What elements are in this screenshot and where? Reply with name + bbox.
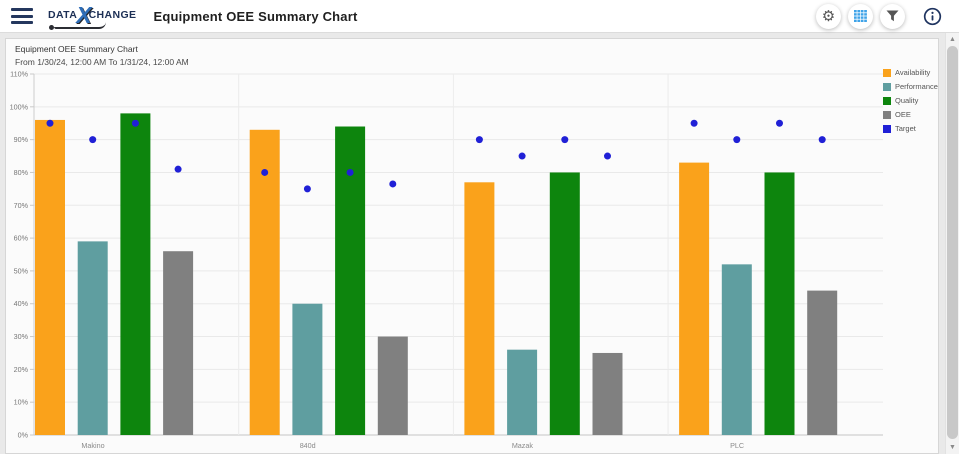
scrollbar-down-arrow-icon[interactable]: ▼ bbox=[949, 444, 956, 451]
chart-legend: Availability Performance Quality OEE Target bbox=[883, 68, 938, 133]
target-dot-plc bbox=[776, 119, 783, 127]
x-category-label: PLC bbox=[730, 441, 744, 450]
bar-oee-plc bbox=[807, 290, 838, 435]
hamburger-bar bbox=[11, 8, 33, 11]
chart-grid-view-button[interactable] bbox=[848, 3, 873, 29]
grid-icon bbox=[854, 10, 867, 22]
info-icon bbox=[923, 7, 941, 25]
y-tick-label: 50% bbox=[14, 266, 29, 275]
bar-performance-840d bbox=[292, 303, 323, 435]
y-tick-label: 90% bbox=[14, 135, 29, 144]
legend-label: Quality bbox=[895, 96, 919, 105]
scrollbar-thumb[interactable] bbox=[947, 46, 958, 439]
bar-availability-plc bbox=[679, 162, 710, 435]
header-toolbar: ⚙ bbox=[816, 3, 959, 29]
target-dot-mazak bbox=[518, 152, 526, 160]
x-category-label: Mazak bbox=[512, 441, 534, 450]
bar-quality-plc bbox=[764, 172, 795, 436]
y-tick-label: 100% bbox=[10, 102, 29, 111]
logo-swoosh bbox=[54, 22, 106, 30]
y-tick-label: 70% bbox=[14, 201, 29, 210]
y-tick-label: 20% bbox=[14, 365, 29, 374]
chart-title: Equipment OEE Summary Chart bbox=[15, 44, 138, 54]
hamburger-menu-icon[interactable] bbox=[11, 8, 33, 24]
legend-label: Availability bbox=[895, 68, 931, 77]
legend-item-oee[interactable]: OEE bbox=[883, 110, 938, 119]
bar-quality-makino bbox=[120, 113, 151, 435]
app-header: DATA X CHANGE Equipment OEE Summary Char… bbox=[0, 0, 959, 33]
logo-word-data: DATA bbox=[48, 8, 78, 21]
x-category-label: Makino bbox=[81, 441, 104, 450]
bar-availability-840d bbox=[249, 129, 280, 436]
legend-item-quality[interactable]: Quality bbox=[883, 96, 938, 105]
target-dot-makino bbox=[131, 119, 139, 127]
target-dot-plc bbox=[818, 136, 826, 144]
gear-icon: ⚙ bbox=[821, 7, 836, 25]
y-tick-label: 10% bbox=[14, 398, 29, 407]
filter-icon bbox=[886, 10, 899, 22]
bar-performance-makino bbox=[77, 241, 108, 435]
chart-subtitle: From 1/30/24, 12:00 AM To 1/31/24, 12:00… bbox=[15, 57, 189, 67]
target-dot-840d bbox=[303, 185, 311, 193]
x-category-label: 840d bbox=[300, 441, 316, 450]
target-dot-840d bbox=[346, 168, 354, 176]
target-dot-840d bbox=[261, 168, 269, 176]
legend-swatch bbox=[883, 96, 891, 105]
legend-swatch bbox=[883, 68, 891, 77]
bar-availability-mazak bbox=[464, 182, 495, 435]
bar-oee-makino bbox=[163, 251, 194, 435]
oee-bar-chart: 0% 10% 20% 30% 40% 50% 60% 70% 80% 90% 100% 110% Mak… bbox=[10, 70, 883, 450]
dataxchange-logo: DATA X CHANGE bbox=[48, 1, 137, 31]
chart-card: Equipment OEE Summary Chart From 1/30/24… bbox=[5, 38, 939, 454]
target-dot-makino bbox=[89, 136, 97, 144]
logo-letter-x: X bbox=[76, 1, 92, 28]
legend-item-performance[interactable]: Performance bbox=[883, 82, 938, 91]
target-dot-plc bbox=[733, 136, 741, 144]
target-dot-mazak bbox=[475, 136, 483, 144]
info-button[interactable] bbox=[921, 5, 943, 27]
legend-swatch bbox=[883, 124, 891, 133]
settings-button[interactable]: ⚙ bbox=[816, 3, 841, 29]
legend-swatch bbox=[883, 110, 891, 119]
bar-availability-makino bbox=[35, 119, 65, 435]
y-tick-label: 80% bbox=[14, 168, 29, 177]
hamburger-bar bbox=[11, 21, 33, 24]
bar-oee-840d bbox=[377, 336, 408, 435]
target-dot-plc bbox=[690, 119, 698, 127]
legend-label: OEE bbox=[895, 110, 911, 119]
vertical-scrollbar[interactable]: ▲ ▼ bbox=[945, 33, 959, 454]
legend-swatch bbox=[883, 82, 891, 91]
scrollbar-up-arrow-icon[interactable]: ▲ bbox=[949, 36, 956, 43]
target-dot-mazak bbox=[561, 136, 569, 144]
y-tick-label: 60% bbox=[14, 234, 29, 243]
page-title: Equipment OEE Summary Chart bbox=[153, 8, 358, 24]
bar-quality-840d bbox=[335, 126, 366, 435]
y-tick-label: 40% bbox=[14, 299, 29, 308]
target-dot-mazak bbox=[604, 152, 611, 160]
legend-item-availability[interactable]: Availability bbox=[883, 68, 938, 77]
y-tick-label: 30% bbox=[14, 332, 29, 341]
legend-label: Performance bbox=[895, 82, 938, 91]
logo-swoosh-dot bbox=[49, 25, 54, 31]
bar-quality-mazak bbox=[549, 172, 580, 436]
target-dot-makino bbox=[174, 165, 182, 173]
filter-button[interactable] bbox=[880, 3, 905, 29]
target-dot-840d bbox=[389, 180, 397, 188]
logo-word-change: CHANGE bbox=[88, 8, 137, 21]
legend-item-target[interactable]: Target bbox=[883, 124, 938, 133]
y-tick-label: 110% bbox=[10, 70, 28, 79]
target-dot-makino bbox=[46, 119, 54, 127]
chart-title-block: Equipment OEE Summary Chart From 1/30/24… bbox=[15, 44, 189, 67]
hamburger-bar bbox=[11, 14, 33, 18]
legend-label: Target bbox=[895, 124, 916, 133]
y-tick-label: 0% bbox=[18, 431, 29, 440]
bar-performance-mazak bbox=[507, 349, 538, 435]
bar-performance-plc bbox=[721, 264, 752, 435]
bar-oee-mazak bbox=[592, 352, 623, 435]
